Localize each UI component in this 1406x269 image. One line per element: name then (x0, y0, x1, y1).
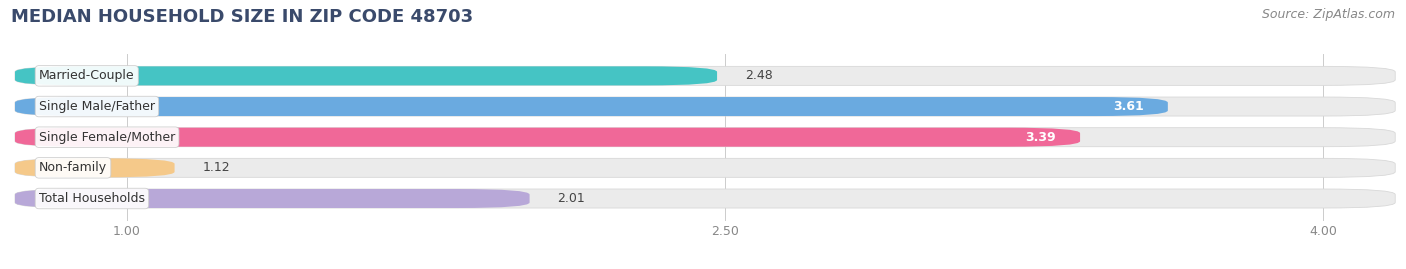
FancyBboxPatch shape (15, 66, 717, 85)
Text: 1.12: 1.12 (202, 161, 231, 174)
FancyBboxPatch shape (15, 97, 1395, 116)
Text: 2.01: 2.01 (558, 192, 585, 205)
Text: 3.61: 3.61 (1114, 100, 1144, 113)
FancyBboxPatch shape (15, 189, 1395, 208)
FancyBboxPatch shape (15, 158, 174, 177)
Text: 3.39: 3.39 (1025, 131, 1056, 144)
Text: Married-Couple: Married-Couple (39, 69, 135, 82)
Text: Source: ZipAtlas.com: Source: ZipAtlas.com (1261, 8, 1395, 21)
FancyBboxPatch shape (15, 128, 1080, 147)
Text: Single Female/Mother: Single Female/Mother (39, 131, 176, 144)
Text: MEDIAN HOUSEHOLD SIZE IN ZIP CODE 48703: MEDIAN HOUSEHOLD SIZE IN ZIP CODE 48703 (11, 8, 474, 26)
FancyBboxPatch shape (15, 97, 1168, 116)
Text: Total Households: Total Households (39, 192, 145, 205)
FancyBboxPatch shape (15, 189, 530, 208)
Text: Non-family: Non-family (39, 161, 107, 174)
Text: Single Male/Father: Single Male/Father (39, 100, 155, 113)
FancyBboxPatch shape (15, 158, 1395, 177)
Text: 2.48: 2.48 (745, 69, 773, 82)
FancyBboxPatch shape (15, 128, 1395, 147)
FancyBboxPatch shape (15, 66, 1395, 85)
